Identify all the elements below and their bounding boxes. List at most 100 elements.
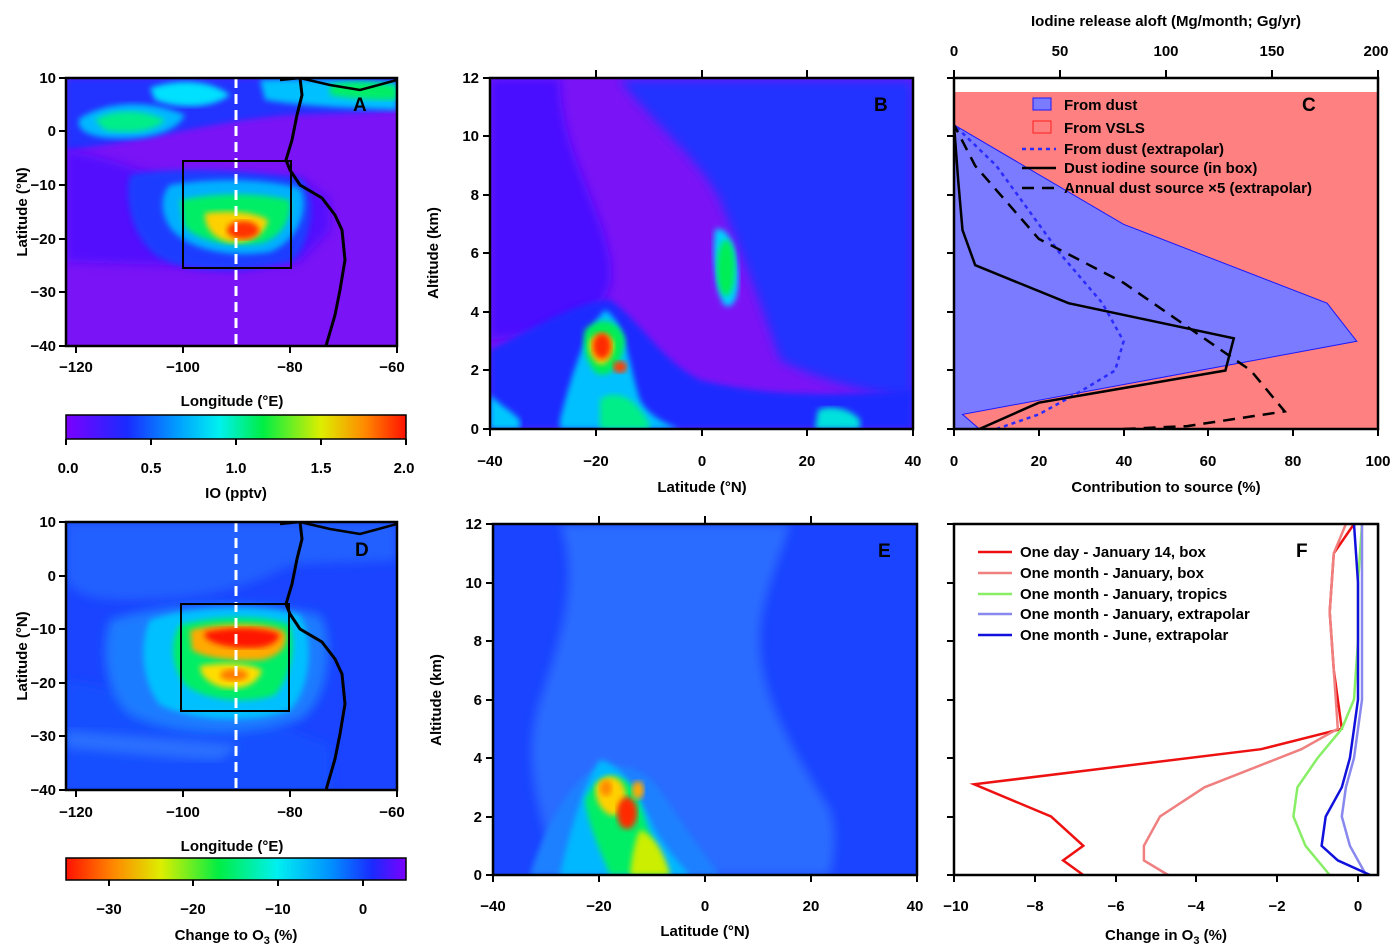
legend-item: One month - January, tropics (1020, 586, 1227, 603)
panel-b-ylabel: Altitude (km) (425, 207, 442, 299)
legend-swatch-dust (1032, 97, 1052, 111)
panel-a-ytick: 0 (48, 123, 56, 140)
panel-c-toptick: 150 (1259, 43, 1284, 60)
panel-e-xlabel: Latitude (°N) (660, 923, 749, 940)
panel-d-ytick: 0 (48, 568, 56, 585)
panel-d-ytick: −40 (31, 782, 56, 799)
panel-c-xticks: 0 20 40 60 80 100 (950, 429, 1391, 470)
colorbar-io: 0.0 0.5 1.0 1.5 2.0 IO (pptv) (58, 414, 414, 502)
panel-f-xtick: 0 (1354, 898, 1362, 915)
panel-b-ytick: 2 (471, 362, 479, 379)
colorbar-o3: −30 −20 −10 0 Change to O3 (%) (65, 857, 407, 946)
legend-item: Annual dust source ×5 (extrapolar) (1064, 180, 1312, 197)
panel-d-ytick: −10 (31, 621, 56, 638)
panel-b-xlabel: Latitude (°N) (657, 479, 746, 496)
panel-c-toptick: 100 (1153, 43, 1178, 60)
panel-d-xtick: −100 (166, 804, 200, 821)
colorbar-io-label: IO (pptv) (205, 485, 267, 502)
panel-a-ylabel: Latitude (°N) (14, 167, 31, 256)
colorbar-io-tick: 0.0 (58, 460, 79, 477)
panel-c-xtick: 60 (1200, 453, 1217, 470)
colorbar-o3-label-main: Change to O (175, 927, 264, 944)
panel-f-xtick: −4 (1187, 898, 1205, 915)
panel-a-xtick: −100 (166, 359, 200, 376)
panel-f-xtick: −10 (943, 898, 968, 915)
panel-e-letter: E (878, 541, 891, 562)
panel-d-xticks: −120 −100 −80 −60 (59, 790, 405, 821)
panel-c-xtick: 20 (1031, 453, 1048, 470)
panel-e-ytick: 10 (465, 575, 482, 592)
colorbar-o3-label: Change to O3 (%) (175, 927, 298, 946)
panel-a-ytick: −10 (31, 177, 56, 194)
panel-f-xticks: −10 −8 −6 −4 −2 0 (943, 875, 1362, 915)
panel-d-xtick: −60 (379, 804, 404, 821)
colorbar-o3-tick: 0 (359, 901, 367, 918)
panel-e-ytick: 12 (465, 516, 482, 533)
panel-a-letter: A (353, 95, 367, 116)
panel-b-xtick: −40 (477, 453, 502, 470)
panel-b-xticks: −40 −20 0 20 40 (477, 70, 921, 470)
colorbar-o3-label-end: (%) (270, 927, 298, 944)
panel-f-xlabel-main: Change in O (1105, 927, 1194, 944)
panel-e-ytick: 2 (474, 809, 482, 826)
colorbar-o3-tick: −20 (180, 901, 205, 918)
panel-d-frame (64, 520, 399, 792)
panel-c-yticks (947, 77, 954, 430)
colorbar-o3-label-sub: 3 (264, 935, 270, 946)
panel-a-yticks: 10 0 −10 −20 −30 −40 (31, 70, 66, 355)
panel-a-xlabel: Longitude (°E) (181, 393, 284, 410)
legend-item: From dust (1064, 97, 1137, 114)
panel-d-xlabel: Longitude (°E) (181, 838, 284, 855)
panel-c-toptick: 50 (1052, 43, 1069, 60)
dust-area (954, 124, 1358, 429)
panel-b-letter: B (874, 95, 888, 116)
panel-c-toptick: 200 (1363, 43, 1388, 60)
panel-e-xtick: 20 (803, 898, 820, 915)
panel-e-ylabel: Altitude (km) (428, 654, 445, 746)
series-line-1 (1142, 523, 1348, 877)
panel-d: D 10 0 −10 −20 −30 −40 −120 −100 −80 −60… (14, 514, 405, 855)
panel-b-ytick: 0 (471, 421, 479, 438)
colorbar-io-tick: 1.0 (226, 460, 247, 477)
panel-d-ytick: 10 (39, 514, 56, 531)
panel-e-ytick: 8 (474, 633, 482, 650)
panel-a-xtick: −80 (277, 359, 302, 376)
panel-e-xtick: −20 (586, 898, 611, 915)
legend-item: One day - January 14, box (1020, 544, 1207, 561)
panel-b-yticks: 12 10 8 6 4 2 0 (462, 70, 490, 438)
panel-d-xtick: −120 (59, 804, 93, 821)
panel-a-xtick: −60 (379, 359, 404, 376)
panel-a: A 10 0 −10 −20 −30 −40 −120 −100 −80 −60… (14, 70, 405, 410)
panel-f-xlabel-sub: 3 (1193, 935, 1199, 946)
panel-e-xtick: 0 (701, 898, 709, 915)
panel-c-xlabel: Contribution to source (%) (1071, 479, 1260, 496)
panel-c-xtick: 40 (1116, 453, 1133, 470)
legend-item: One month - January, extrapolar (1020, 606, 1250, 623)
panel-b-ytick: 10 (462, 128, 479, 145)
panel-a-field (66, 78, 397, 346)
panel-f: F One day - January 14, box One month - … (943, 522, 1380, 946)
legend-item: One month - June, extrapolar (1020, 627, 1229, 644)
panel-f-yticks (947, 523, 954, 876)
series-line-3 (1340, 524, 1368, 876)
panel-f-letter: F (1296, 541, 1308, 562)
panel-d-letter: D (355, 540, 369, 561)
legend-item: From VSLS (1064, 120, 1145, 137)
panel-b-xtick: 0 (698, 453, 706, 470)
panel-a-ytick: −40 (31, 338, 56, 355)
panel-c: C From dust From VSLS From dust (extrapo… (947, 13, 1391, 496)
dust-extrapolar-line (954, 123, 1125, 429)
panel-e-yticks: 12 10 8 6 4 2 0 (465, 516, 493, 884)
colorbar-io-tick: 1.5 (311, 460, 332, 477)
panel-a-ytick: −30 (31, 284, 56, 301)
panel-b-xtick: 20 (799, 453, 816, 470)
colorbar-o3-tick: −10 (265, 901, 290, 918)
panel-b-ytick: 12 (462, 70, 479, 87)
panel-e-xtick: 40 (907, 898, 924, 915)
panel-b-field (490, 78, 913, 429)
panel-a-ytick: 10 (39, 70, 56, 87)
panel-f-xtick: −8 (1026, 898, 1043, 915)
panel-f-xtick: −2 (1268, 898, 1285, 915)
panel-e-ytick: 0 (474, 867, 482, 884)
colorbar-io-tick: 0.5 (141, 460, 162, 477)
